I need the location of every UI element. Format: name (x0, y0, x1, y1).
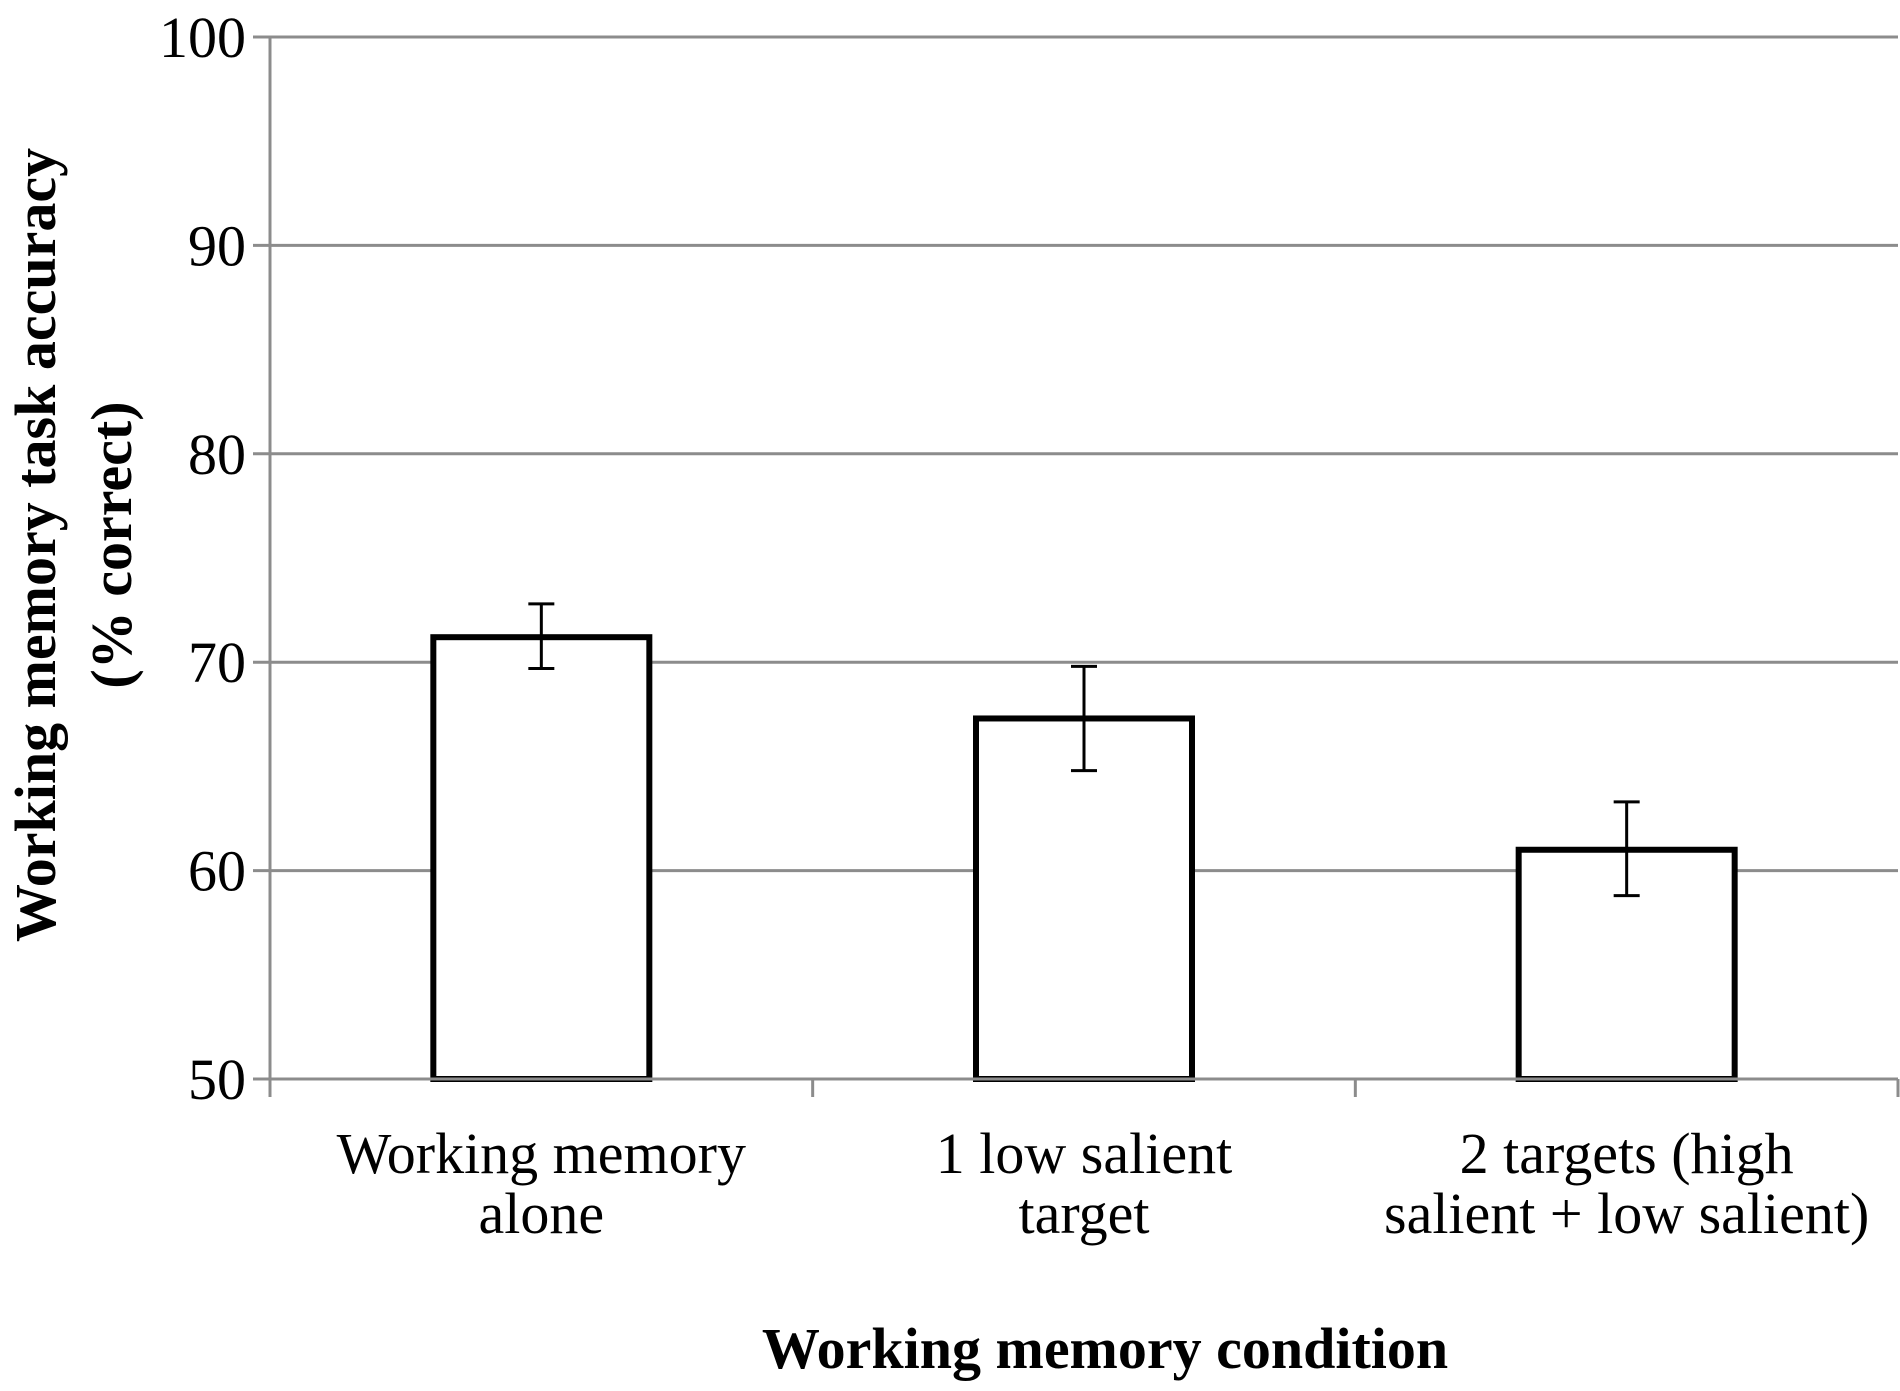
y-tick-label: 100 (159, 5, 246, 70)
y-tick-label: 50 (188, 1047, 246, 1112)
axes (253, 35, 1900, 1097)
x-category-label: alone (479, 1181, 605, 1246)
bar (1515, 846, 1738, 1083)
x-category-label: 1 low salient (936, 1121, 1232, 1186)
y-axis-title: (% correct) (79, 401, 144, 688)
y-tick-label: 60 (188, 839, 246, 904)
y-axis-title: Working memory task accuracy (3, 148, 68, 942)
y-tick-label: 90 (188, 213, 246, 278)
x-category-label: target (1019, 1181, 1150, 1246)
y-tick-label: 80 (188, 422, 246, 487)
bar (430, 634, 653, 1083)
x-category-label: 2 targets (high (1460, 1121, 1794, 1186)
x-category-label: Working memory (337, 1121, 746, 1186)
bar (973, 715, 1195, 1083)
bars (430, 602, 1738, 1083)
x-category-label: salient + low salient) (1384, 1181, 1869, 1246)
y-tick-label: 70 (188, 630, 246, 695)
x-axis-title: Working memory condition (762, 1316, 1448, 1381)
